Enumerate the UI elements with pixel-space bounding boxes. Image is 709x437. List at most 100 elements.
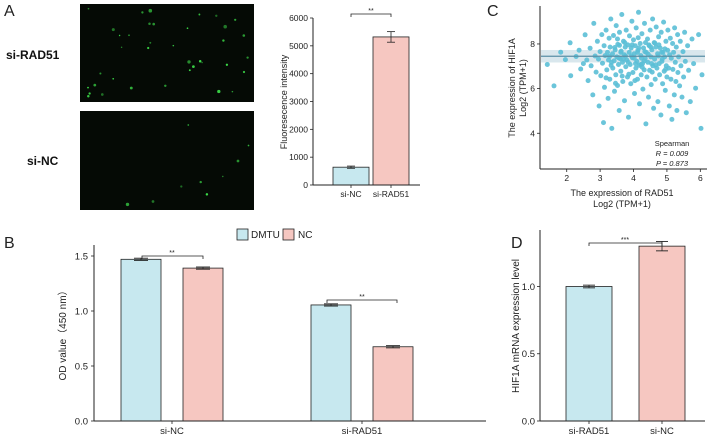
stat-r: R = 0.009 [656, 149, 690, 158]
scatter-point [693, 85, 699, 91]
scatter-point [584, 57, 590, 63]
fluorescent-spot [215, 14, 218, 17]
scatter-point [609, 59, 614, 65]
chart-a-significance: ** [350, 8, 392, 17]
fluorescent-spot [111, 28, 115, 32]
scatter-point [680, 49, 686, 55]
scatter-point [617, 42, 622, 48]
scatter-point [613, 23, 619, 29]
scatter-point [681, 74, 687, 80]
scatter-point [600, 60, 605, 66]
scatter-point [653, 62, 659, 68]
error-bar-nc-si-rad51 [386, 345, 400, 349]
stat-p: P = 0.873 [656, 159, 689, 168]
scatter-point [596, 103, 602, 109]
scatter-point [666, 103, 672, 109]
scatter-point [623, 27, 629, 33]
scatter-point [635, 35, 641, 41]
scatter-point [611, 33, 616, 38]
scatter-point [626, 71, 632, 77]
scatter-point [604, 67, 610, 73]
scatter-point [663, 38, 669, 44]
scatter-point [640, 86, 646, 92]
fluorescent-spot [141, 11, 144, 14]
microscopy-dots-si-rad51 [87, 7, 249, 98]
fluorescent-spot [199, 180, 202, 184]
scatter-point [665, 27, 671, 33]
scatter-point [603, 27, 609, 33]
scatter-point [656, 42, 662, 48]
scatter-point [650, 16, 656, 22]
scatter-point [580, 61, 586, 67]
scatter-point [655, 99, 661, 105]
scatter-point [620, 79, 626, 84]
scatter-point [588, 63, 594, 69]
chart-a-bars [332, 36, 410, 186]
scatter-point [699, 72, 705, 78]
scatter-point [622, 40, 628, 46]
scatter-point [682, 58, 688, 64]
scatter-point [619, 12, 625, 17]
scatter-point [678, 63, 684, 69]
y-tick-label: 1000 [289, 152, 308, 162]
scatter-point [658, 112, 664, 118]
chart-d-significance: *** [588, 237, 663, 246]
scatter-point [643, 40, 648, 46]
scatter-point [621, 56, 626, 62]
chart-b-sig-bracket-si-rad51 [326, 299, 398, 303]
scatter-point [670, 41, 676, 46]
fluorescent-spot [231, 90, 234, 93]
scatter-point [615, 36, 620, 42]
y-tick-label: 6000 [289, 13, 308, 23]
error-bar-si-nc [347, 165, 355, 169]
fluorescent-spot [217, 89, 221, 94]
fluorescent-spot [99, 72, 102, 75]
fluorescent-spot [246, 56, 249, 59]
x-tick-label: 3 [598, 173, 603, 183]
scatter-point [601, 120, 606, 126]
scatter-point [672, 25, 678, 31]
fluorescent-spot [222, 39, 225, 42]
y-tick-label: 0.5 [75, 362, 88, 373]
scatter-point [689, 36, 695, 42]
chart-c-scatter: 4 6 8 2 3 4 5 6 Spearman R = 0.009 P = 0.873 T… [507, 6, 707, 209]
fluorescent-spot [148, 8, 153, 13]
scatter-point [602, 84, 607, 90]
scatter-point [598, 73, 604, 79]
chart-b-sig-label-si-nc: ** [169, 250, 175, 257]
y-tick-label: 3000 [289, 97, 308, 107]
error-bar-si-rad51 [583, 284, 595, 289]
x-tick-label-si-nc: si-NC [340, 189, 361, 199]
scatter-point [596, 56, 601, 62]
legend-swatch-dmtu [236, 228, 249, 241]
fluorescent-spot [87, 95, 90, 98]
scatter-point [648, 82, 654, 88]
scatter-point [667, 35, 673, 41]
scatter-point [648, 44, 654, 50]
scatter-point [622, 98, 627, 104]
panel-letter-c: C [487, 3, 499, 20]
bar-si-rad51 [372, 36, 410, 186]
x-tick-label-si-rad51: si-RAD51 [373, 189, 410, 199]
bar-si-rad51 [565, 286, 613, 422]
stat-method: Spearman [655, 139, 690, 148]
scatter-point [578, 66, 584, 72]
chart-d-sig-bracket [588, 242, 663, 246]
scatter-point [642, 20, 647, 26]
y-tick-label: 0.5 [522, 349, 535, 360]
scatter-point [562, 57, 568, 63]
fluorescent-spot [234, 18, 237, 21]
microscopy-label-si-nc: si-NC [27, 154, 59, 168]
chart-d-bars [565, 245, 686, 422]
chart-d-mrna: 0.0 0.5 1.0 si-RAD51 si-NC *** HIF1A mRNA e… [511, 230, 705, 437]
y-tick-label: 1.0 [522, 282, 535, 293]
chart-b-y-ticks: 0.0 0.5 1.0 1.5 [75, 252, 94, 428]
fluorescent-spot [192, 65, 195, 68]
fluorescent-spot [198, 13, 201, 16]
scatter-point [608, 16, 614, 22]
legend-swatch-nc [282, 228, 295, 241]
scatter-point [599, 32, 605, 38]
fluorescent-spot [148, 22, 151, 26]
scatter-point [609, 125, 615, 131]
scatter-points [544, 9, 705, 131]
